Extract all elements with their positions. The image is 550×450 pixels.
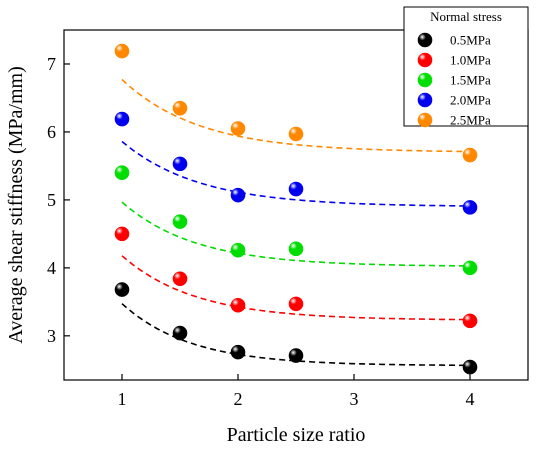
point-2-5mpa <box>462 147 478 163</box>
legend-label-2-0mpa: 2.0MPa <box>450 93 491 108</box>
point-1-5mpa <box>114 165 130 181</box>
point-0-5mpa <box>230 344 246 360</box>
point-1-0mpa <box>172 271 188 287</box>
point-2-0mpa <box>462 200 478 215</box>
point-1-5mpa <box>172 214 188 229</box>
data-points <box>114 43 478 375</box>
point-0-5mpa <box>172 325 188 341</box>
y-tick-label: 6 <box>47 122 56 142</box>
y-ticks: 3 4 5 6 7 <box>47 54 70 346</box>
point-2-0mpa <box>288 181 304 197</box>
y-axis-label: Average shear stiffness (MPa/mm) <box>5 66 27 344</box>
point-2-0mpa <box>172 156 188 172</box>
plot-frame <box>63 29 529 381</box>
x-tick-label: 4 <box>466 389 475 409</box>
point-1-5mpa <box>462 260 478 276</box>
point-2-5mpa <box>230 121 246 136</box>
point-0-5mpa <box>288 348 304 363</box>
y-tick-label: 5 <box>47 190 56 210</box>
legend-label-2-5mpa: 2.5MPa <box>450 113 491 128</box>
x-ticks: 1 2 3 4 <box>118 374 475 409</box>
fit-curves <box>121 78 471 367</box>
y-tick-label: 7 <box>47 54 56 74</box>
point-2-5mpa <box>114 43 130 59</box>
axes <box>63 29 529 381</box>
point-2-0mpa <box>114 111 130 127</box>
legend-label-0-5mpa: 0.5MPa <box>450 33 491 48</box>
y-tick-label: 3 <box>47 326 56 346</box>
point-1-0mpa <box>462 313 478 329</box>
x-tick-label: 3 <box>350 389 359 409</box>
point-1-0mpa <box>114 226 130 242</box>
legend-marker-2-0mpa <box>417 92 433 108</box>
legend: Normal stress 0.5MPa 1.0MPa 1.5MPa 2.0MPa 2.… <box>403 6 529 128</box>
point-0-5mpa <box>114 282 130 297</box>
legend-label-1-0mpa: 1.0MPa <box>450 53 491 68</box>
fit-curve-0-5mpa <box>121 303 470 367</box>
point-1-5mpa <box>288 241 304 257</box>
legend-marker-1-0mpa <box>417 52 433 68</box>
legend-label-1-5mpa: 1.5MPa <box>450 73 491 88</box>
fit-curve-1-0mpa <box>121 255 470 321</box>
point-1-0mpa <box>288 296 304 312</box>
fit-curve-2-5mpa <box>121 78 470 153</box>
y-tick-label: 4 <box>47 258 56 278</box>
legend-title: Normal stress <box>430 9 502 24</box>
legend-items: 0.5MPa 1.0MPa 1.5MPa 2.0MPa 2.5MPa <box>417 32 491 128</box>
point-1-0mpa <box>230 297 246 313</box>
point-1-5mpa <box>230 242 246 258</box>
point-0-5mpa <box>462 359 478 375</box>
x-tick-label: 1 <box>118 389 127 409</box>
point-2-5mpa <box>172 100 188 116</box>
point-2-0mpa <box>230 187 246 203</box>
fit-curve-1-5mpa <box>121 201 470 267</box>
x-tick-label: 2 <box>234 389 243 409</box>
legend-marker-1-5mpa <box>417 72 433 88</box>
x-axis-label: Particle size ratio <box>227 424 366 446</box>
legend-marker-2-5mpa <box>417 112 433 128</box>
point-2-5mpa <box>288 126 304 142</box>
legend-marker-0-5mpa <box>417 32 433 48</box>
fit-curve-2-0mpa <box>121 140 471 207</box>
